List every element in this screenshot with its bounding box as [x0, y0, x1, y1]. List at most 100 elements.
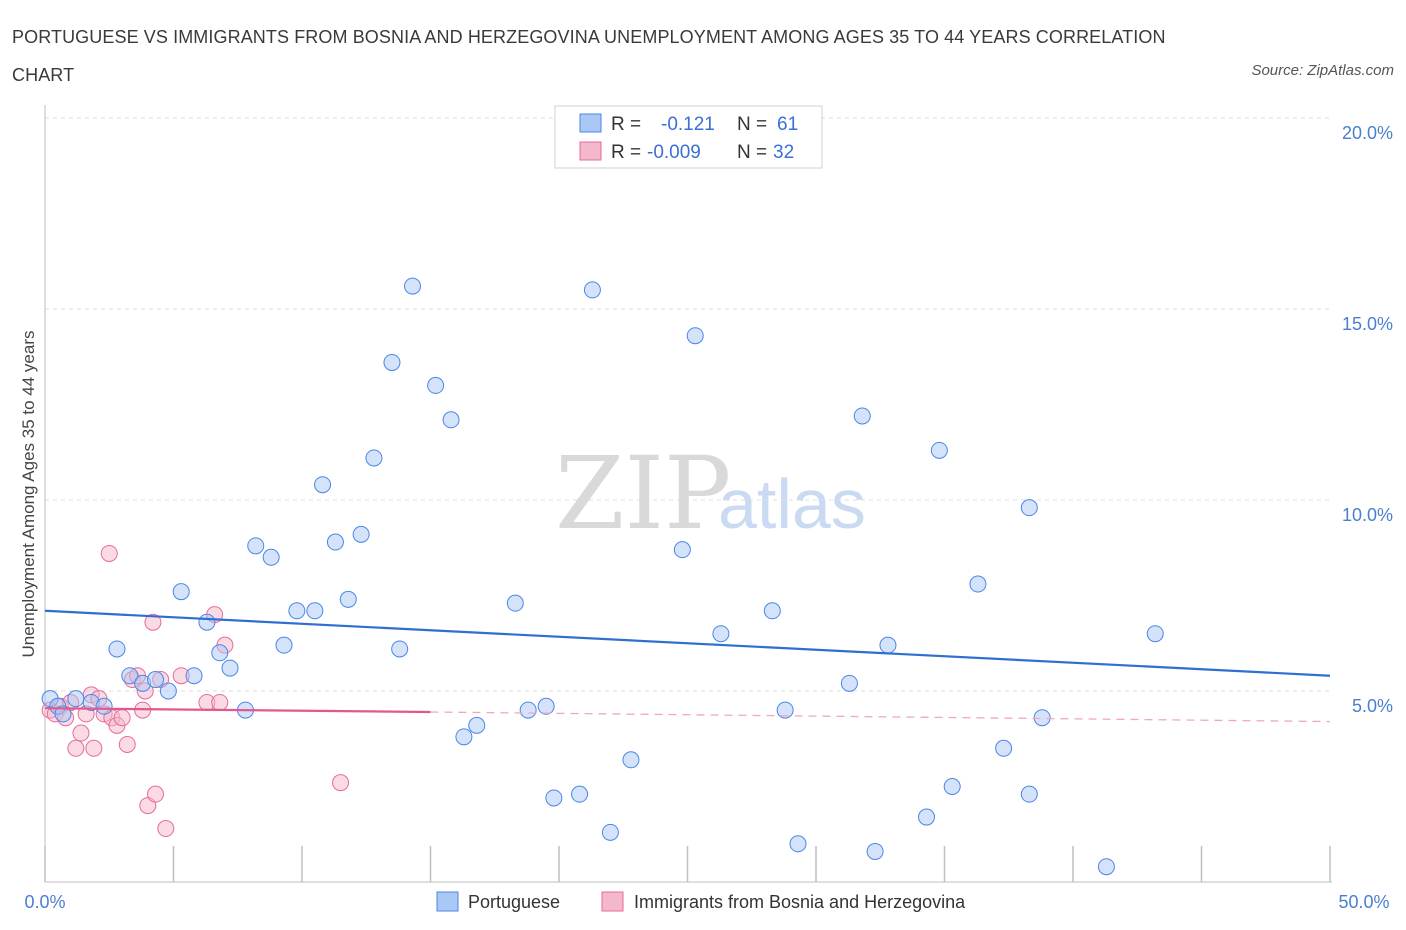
point-portuguese-32	[455, 728, 473, 746]
y-tick-label-15: 15.0%	[1342, 314, 1393, 334]
point-portuguese-14	[211, 644, 229, 662]
point-portuguese-23	[326, 533, 344, 551]
point-portuguese-6	[108, 640, 126, 658]
point-portuguese-12	[185, 667, 203, 685]
point-portuguese-26	[365, 449, 383, 467]
point-portuguese-28	[391, 640, 409, 658]
watermark-atlas: atlas	[718, 465, 866, 543]
point-portuguese-35	[519, 701, 537, 719]
point-bosnia-9	[85, 739, 103, 757]
point-portuguese-39	[583, 281, 601, 299]
legend-n-value-2: 32	[773, 142, 794, 163]
point-portuguese-36	[537, 697, 555, 715]
point-portuguese-2	[54, 705, 72, 723]
correlation-legend: R = -0.121 N = 61 R = -0.009 N = 32	[554, 105, 823, 169]
point-portuguese-15	[221, 659, 239, 677]
y-tick-label-20: 20.0%	[1342, 123, 1393, 143]
point-portuguese-53	[930, 441, 948, 459]
point-portuguese-47	[789, 835, 807, 853]
axes	[44, 105, 1332, 883]
point-portuguese-37	[545, 789, 563, 807]
point-portuguese-51	[879, 636, 897, 654]
x-tick-label-min: 0.0%	[24, 892, 65, 912]
point-portuguese-58	[1020, 785, 1038, 803]
point-portuguese-5	[95, 697, 113, 715]
y-tick-label-10: 10.0%	[1342, 505, 1393, 525]
x-tick-label-max: 50.0%	[1338, 892, 1389, 912]
legend-r-value-1: -0.121	[661, 114, 715, 135]
point-bosnia-31	[332, 774, 350, 792]
point-portuguese-56	[995, 739, 1013, 757]
point-portuguese-60	[1097, 858, 1115, 876]
point-portuguese-50	[866, 842, 884, 860]
legend-r-label-1: R =	[611, 114, 641, 135]
legend-n-label-2: N =	[737, 142, 767, 163]
trend-lines	[44, 609, 1331, 723]
point-portuguese-22	[314, 476, 332, 494]
series-portuguese-points	[41, 277, 1164, 876]
bottom-legend-swatch-portuguese	[436, 891, 459, 912]
point-portuguese-17	[247, 537, 265, 555]
point-portuguese-54	[943, 778, 961, 795]
point-bosnia-15	[113, 709, 131, 727]
point-portuguese-7	[121, 667, 139, 685]
point-portuguese-13	[198, 613, 216, 631]
point-bosnia-23	[147, 785, 165, 803]
point-portuguese-25	[352, 525, 370, 543]
bottom-legend-portuguese: Portuguese	[468, 892, 560, 912]
legend-n-value-1: 61	[777, 114, 798, 135]
point-portuguese-18	[262, 548, 280, 566]
y-axis-label: Unemployment Among Ages 35 to 44 years	[19, 331, 38, 658]
point-portuguese-38	[571, 785, 589, 803]
point-portuguese-55	[969, 575, 987, 593]
point-portuguese-40	[601, 823, 619, 841]
point-portuguese-61	[1146, 625, 1164, 643]
legend-swatch-pink	[579, 141, 602, 161]
point-portuguese-33	[468, 716, 486, 734]
gridlines	[45, 117, 1330, 692]
legend-swatch-blue	[579, 113, 602, 133]
chart-title: PORTUGUESE VS IMMIGRANTS FROM BOSNIA AND…	[12, 27, 1166, 85]
point-portuguese-31	[442, 411, 460, 429]
trend-bosnia	[44, 707, 431, 714]
point-portuguese-20	[288, 602, 306, 620]
point-portuguese-11	[172, 583, 190, 601]
legend-r-label-2: R =	[611, 142, 641, 163]
point-portuguese-41	[622, 751, 640, 769]
point-portuguese-3	[67, 690, 85, 708]
point-bosnia-6	[72, 724, 90, 742]
bottom-legend-swatch-bosnia	[601, 891, 624, 912]
point-portuguese-46	[776, 701, 794, 719]
point-portuguese-9	[147, 671, 165, 689]
legend-n-label-1: N =	[737, 114, 767, 135]
point-bosnia-12	[100, 544, 118, 562]
point-bosnia-16	[118, 735, 136, 753]
point-bosnia-22	[144, 613, 162, 631]
point-portuguese-27	[383, 353, 401, 371]
point-portuguese-19	[275, 636, 293, 654]
trend-portuguese	[44, 609, 1331, 677]
point-portuguese-44	[712, 625, 730, 643]
point-bosnia-5	[67, 739, 85, 757]
point-portuguese-43	[686, 327, 704, 345]
point-portuguese-49	[853, 407, 871, 425]
point-portuguese-57	[1020, 499, 1038, 517]
point-portuguese-34	[506, 594, 524, 612]
x-ticks	[44, 846, 1331, 882]
y-tick-labels: 5.0% 10.0% 15.0% 20.0%	[1342, 123, 1393, 716]
point-portuguese-59	[1033, 709, 1051, 727]
point-portuguese-45	[763, 602, 781, 620]
source-label: Source: ZipAtlas.com	[1251, 62, 1394, 79]
point-portuguese-10	[159, 682, 177, 700]
point-portuguese-21	[306, 602, 324, 620]
y-tick-label-5: 5.0%	[1352, 696, 1393, 716]
series-legend: Portuguese Immigrants from Bosnia and He…	[436, 891, 966, 912]
legend-r-value-2: -0.009	[647, 142, 701, 163]
trend-bosnia-extrapolated	[430, 711, 1331, 723]
bottom-legend-bosnia: Immigrants from Bosnia and Herzegovina	[634, 892, 966, 912]
point-portuguese-48	[840, 674, 858, 692]
watermark-zip: ZIP	[555, 435, 731, 552]
point-bosnia-24	[157, 820, 175, 838]
point-portuguese-29	[404, 277, 422, 295]
